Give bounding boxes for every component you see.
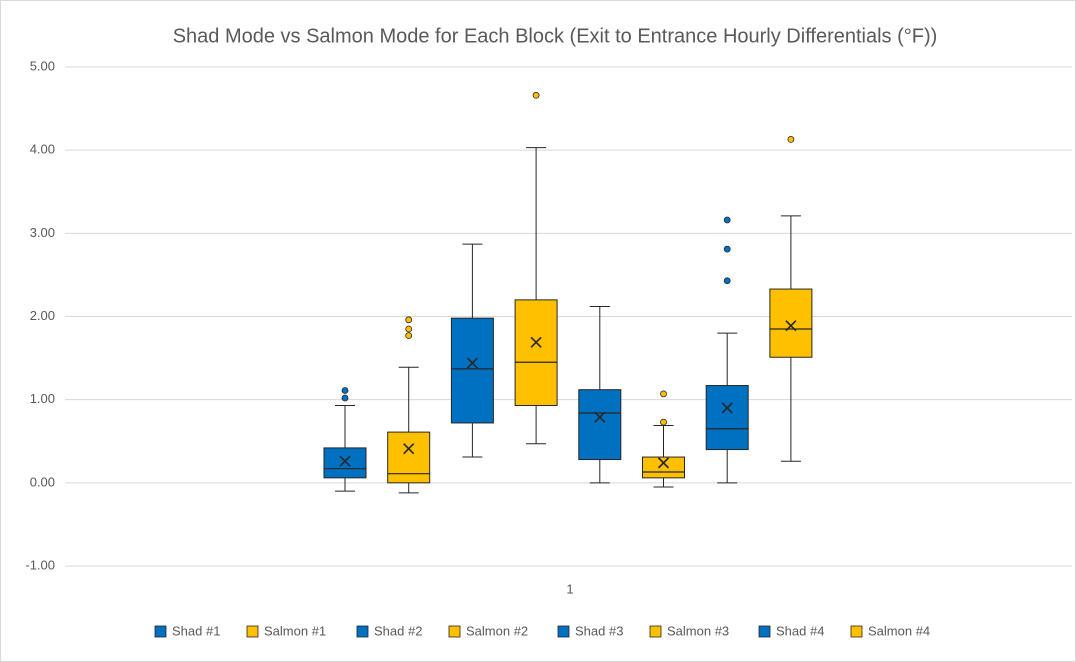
box: [705, 385, 749, 451]
legend-swatch: [448, 625, 461, 638]
box: [514, 299, 558, 406]
box: [450, 317, 494, 424]
outlier: [405, 332, 413, 340]
box: [769, 288, 813, 358]
box: [642, 456, 685, 479]
y-tick-label: 3.00: [30, 225, 55, 240]
legend-swatch: [356, 625, 369, 638]
mean-marker: [339, 455, 351, 467]
legend-swatch: [649, 625, 662, 638]
legend-swatch: [850, 625, 863, 638]
outlier: [341, 387, 349, 394]
y-tick-label: 0.00: [30, 474, 55, 489]
legend-swatch: [758, 625, 771, 638]
chart-title: Shad Mode vs Salmon Mode for Each Block …: [173, 25, 938, 47]
legend-label: Salmon #4: [868, 623, 930, 638]
outlier: [723, 245, 731, 253]
mean-marker: [466, 357, 478, 369]
outlier: [723, 216, 731, 224]
outlier: [405, 325, 413, 333]
outlier: [660, 418, 667, 426]
legend-label: Salmon #1: [264, 623, 326, 638]
y-tick-label: 4.00: [30, 142, 55, 157]
outlier: [341, 394, 349, 402]
y-tick-label: 2.00: [30, 308, 55, 323]
y-tick-label: -1.00: [25, 557, 55, 572]
legend-label: Shad #2: [374, 623, 422, 638]
mean-marker: [403, 443, 415, 455]
box: [323, 447, 367, 479]
outlier: [787, 135, 795, 143]
legend-label: Shad #1: [172, 623, 220, 638]
outlier: [660, 390, 667, 398]
legend-swatch: [246, 625, 259, 638]
outlier: [405, 316, 413, 324]
mean-marker: [785, 320, 797, 332]
mean-marker: [594, 411, 606, 423]
mean-marker: [721, 402, 733, 414]
outlier: [723, 277, 731, 285]
box: [387, 431, 431, 484]
legend-swatch: [557, 625, 570, 638]
y-tick-label: 5.00: [30, 58, 55, 73]
x-tick-label: 1: [566, 581, 573, 596]
outlier: [532, 91, 540, 99]
mean-marker: [657, 457, 670, 469]
box: [578, 389, 622, 461]
legend-label: Salmon #3: [667, 623, 729, 638]
legend-swatch: [154, 625, 167, 638]
legend-label: Shad #3: [575, 623, 623, 638]
legend-label: Shad #4: [776, 623, 824, 638]
legend-label: Salmon #2: [466, 623, 528, 638]
y-tick-label: 1.00: [30, 391, 55, 406]
mean-marker: [530, 336, 542, 348]
